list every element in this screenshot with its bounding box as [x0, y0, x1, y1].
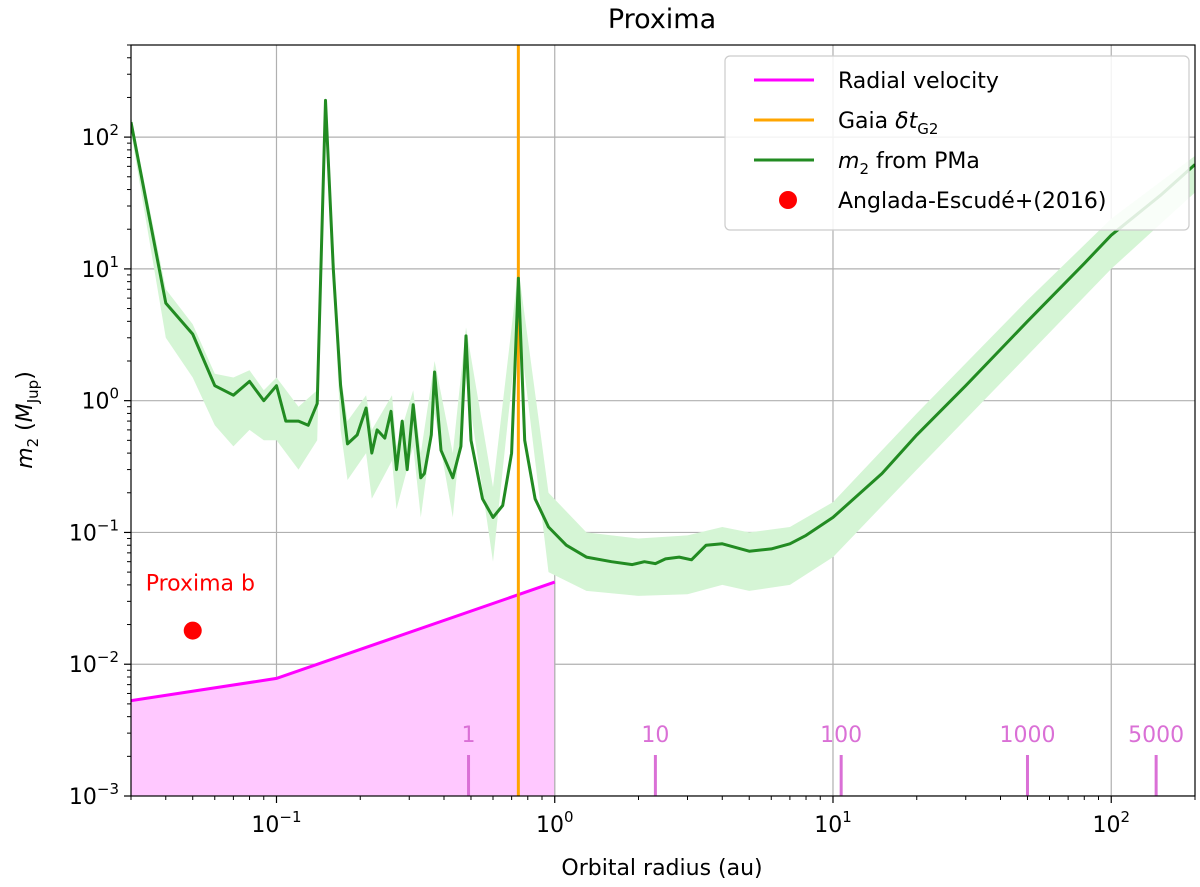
x-axis-label: Orbital radius (au)	[561, 856, 762, 881]
period-marker-label-2: 100	[820, 723, 862, 748]
legend-label-sub-2: 2	[859, 160, 869, 178]
y-label-m-sub: 2	[24, 438, 42, 448]
y-axis-label: m2 (MJup)	[13, 371, 42, 469]
period-marker-label-3: 1000	[999, 723, 1055, 748]
y-tick-label-4: 101	[81, 253, 119, 283]
y-tick-base-4: 10	[81, 258, 109, 283]
legend-label-text-0: Radial velocity	[838, 69, 999, 94]
legend-label-3: Anglada-Escudé+(2016)	[838, 189, 1106, 214]
period-marker-label-0: 1	[462, 723, 476, 748]
legend-label-2: m2 from PMa	[838, 149, 980, 178]
y-tick-exp-0: −3	[97, 780, 119, 798]
legend-label-italic-2: m	[838, 149, 859, 174]
x-tick-exp-1: 0	[564, 808, 574, 826]
legend-label-sub-1: G2	[917, 120, 938, 138]
x-tick-label-2: 101	[814, 808, 852, 838]
x-tick-exp-0: −1	[279, 808, 301, 826]
x-tick-base-2: 10	[814, 813, 842, 838]
y-label-paren-open: (	[13, 422, 38, 438]
legend-swatch-3	[779, 191, 797, 209]
pma-series-line	[131, 98, 1195, 567]
x-tick-label-3: 102	[1092, 808, 1130, 838]
legend-label-pre-1: Gaia	[838, 109, 895, 134]
y-tick-label-1: 10−2	[69, 648, 119, 678]
x-tick-base-1: 10	[536, 813, 564, 838]
x-tick-label-1: 100	[536, 808, 574, 838]
rv-series-line	[131, 580, 556, 703]
legend-box	[724, 55, 1190, 231]
y-tick-exp-3: 0	[109, 385, 119, 403]
period-marker-label-4: 5000	[1128, 723, 1184, 748]
legend-label-post-2: from PMa	[869, 149, 980, 174]
period-marker-label-1: 10	[641, 723, 669, 748]
y-tick-exp-4: 1	[109, 253, 119, 271]
rv-excluded-region	[131, 582, 555, 796]
y-tick-exp-1: −2	[97, 648, 119, 666]
pma-uncertainty-band	[131, 97, 1195, 596]
legend-label-text-3: Anglada-Escudé+(2016)	[838, 189, 1106, 214]
y-tick-exp-2: −1	[97, 516, 119, 534]
legend: Radial velocity Gaia δtG2 m2 from PMa Angla…	[724, 55, 1190, 231]
y-tick-label-2: 10−1	[69, 516, 119, 546]
chart-title: Proxima	[608, 4, 716, 35]
svg-text:m2 (MJup): m2 (MJup)	[13, 371, 42, 469]
y-label-M: M	[13, 403, 38, 422]
x-tick-label-0: 10−1	[251, 808, 301, 838]
legend-label-0: Radial velocity	[838, 69, 999, 94]
y-tick-exp-5: 2	[109, 121, 119, 139]
y-tick-label-0: 10−3	[69, 780, 119, 810]
x-tick-exp-2: 1	[842, 808, 852, 826]
y-tick-base-2: 10	[69, 521, 97, 546]
x-tick-base-3: 10	[1092, 813, 1120, 838]
y-tick-base-1: 10	[69, 653, 97, 678]
y-label-m: m	[13, 447, 38, 468]
y-label-paren-close: )	[13, 371, 38, 380]
y-label-M-sub: Jup	[24, 380, 42, 404]
legend-label-1: Gaia δtG2	[838, 109, 938, 138]
proxima-b-point	[183, 621, 202, 640]
x-tick-base-0: 10	[251, 813, 279, 838]
axes-frame	[130, 44, 1196, 797]
y-tick-label-5: 102	[81, 121, 119, 151]
y-tick-base-5: 10	[81, 126, 109, 151]
proxima-b-label: Proxima b	[146, 572, 255, 597]
y-tick-base-0: 10	[69, 785, 97, 810]
plot-content: 1 10 100 1000 5000 Proxima b	[131, 45, 1195, 796]
y-tick-base-3: 10	[81, 390, 109, 415]
legend-label-italic-1: δt	[895, 109, 918, 134]
y-tick-label-3: 100	[81, 385, 119, 415]
x-tick-exp-3: 2	[1120, 808, 1130, 826]
